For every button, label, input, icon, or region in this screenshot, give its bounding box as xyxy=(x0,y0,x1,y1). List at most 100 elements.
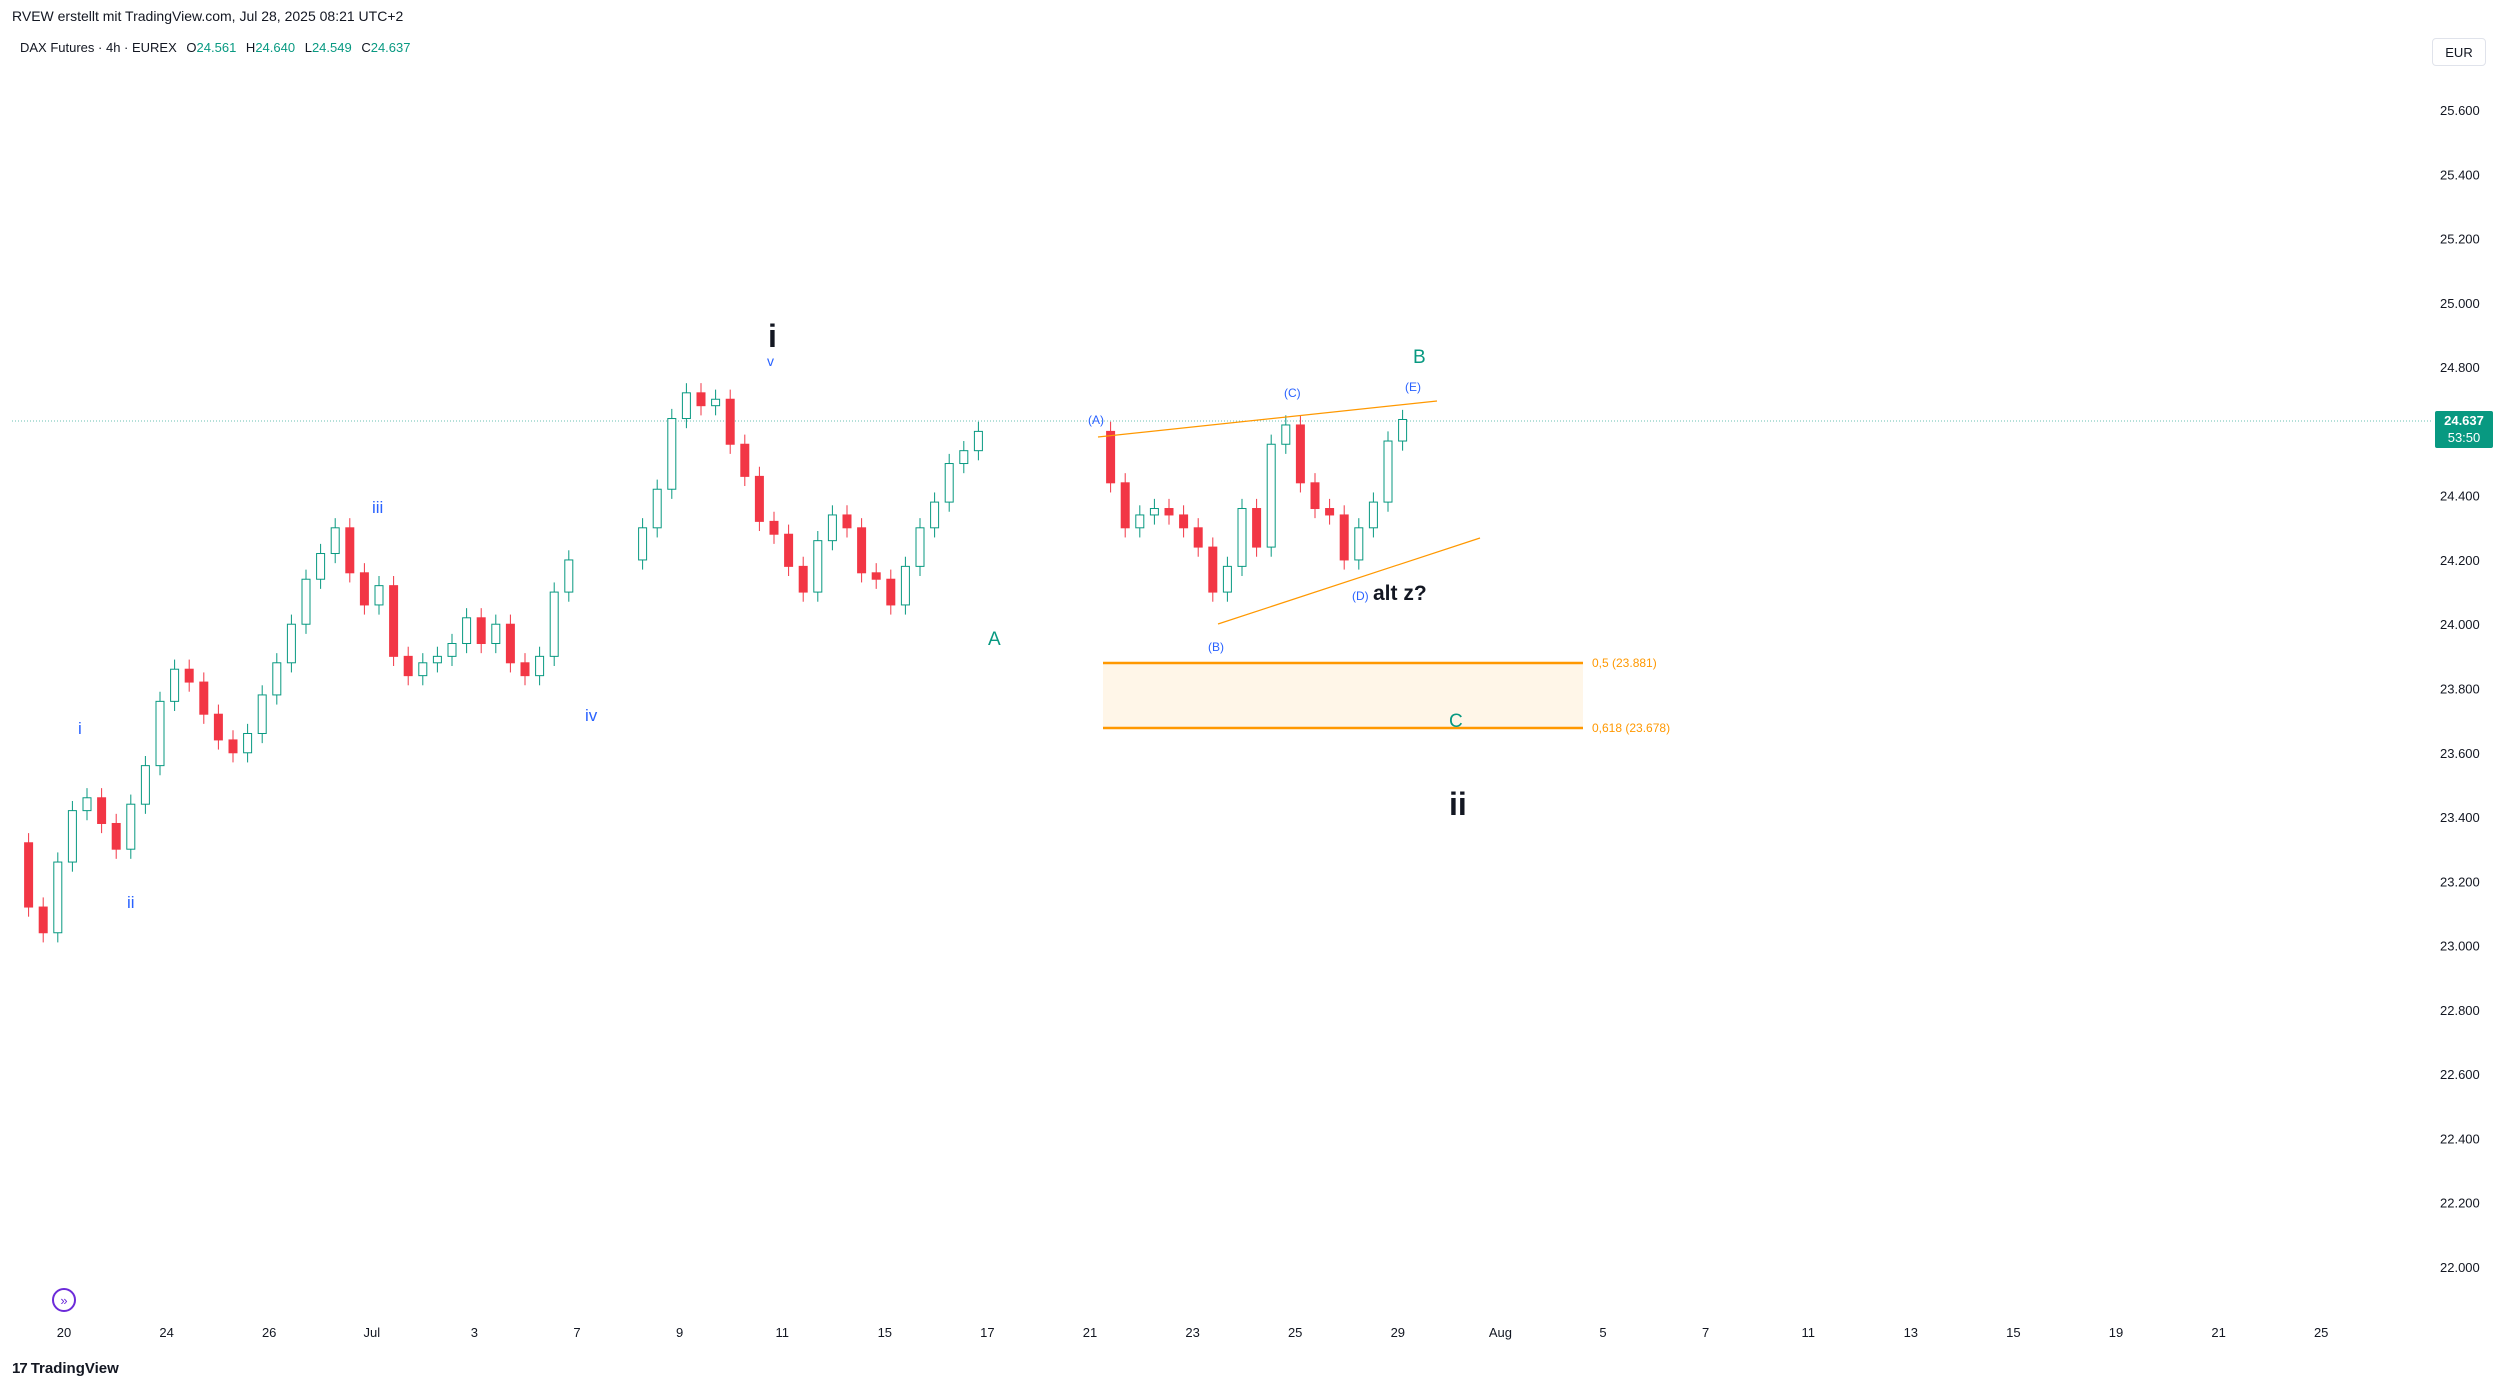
wave-label-wd: (D) xyxy=(1352,589,1369,603)
candle-down xyxy=(505,623,515,664)
time-tick-label: 21 xyxy=(2211,1325,2225,1340)
candle-up xyxy=(564,559,574,593)
scroll-to-realtime-button[interactable]: » xyxy=(52,1288,76,1312)
tradingview-wordmark: TradingView xyxy=(30,1360,119,1377)
price-tick-label: 24.800 xyxy=(2440,360,2480,375)
time-tick-label: Aug xyxy=(1489,1325,1512,1340)
time-axis[interactable]: 20 24 26 Jul 3 7 9 11 15 17 21 23 25 29 Aug 5 7 11 13 15 19 2… xyxy=(57,1325,2329,1340)
candle-down xyxy=(1164,508,1174,516)
candle-up xyxy=(447,643,457,657)
candle-up xyxy=(711,398,721,407)
currency-button[interactable]: EUR xyxy=(2432,38,2486,66)
wave-label-wb: (B) xyxy=(1208,640,1224,654)
candle-up xyxy=(930,501,940,529)
open-value: 24.561 xyxy=(196,40,237,55)
candle-down xyxy=(1179,514,1189,529)
time-tick-label: 11 xyxy=(1801,1325,1815,1340)
candle-up xyxy=(126,803,136,850)
candle-up xyxy=(53,861,63,934)
candle-up xyxy=(1398,418,1408,442)
candle-down xyxy=(228,739,238,754)
price-axis[interactable]: 25.60025.40025.20025.00024.80024.60024.4… xyxy=(2440,103,2480,1275)
candle-down xyxy=(798,565,808,593)
candle-up xyxy=(140,765,150,805)
candle-up xyxy=(973,430,983,452)
time-tick-label: 21 xyxy=(1083,1325,1097,1340)
candle-up xyxy=(1266,443,1276,548)
wave-label-v: v xyxy=(767,353,774,369)
time-tick-label: 15 xyxy=(878,1325,892,1340)
candle-up xyxy=(257,694,267,734)
candle-down xyxy=(389,585,399,657)
candle-up xyxy=(462,617,472,645)
high-value: 24.640 xyxy=(255,40,296,55)
wave-label-i-small: i xyxy=(78,719,82,738)
candle-down xyxy=(111,822,121,850)
candle-down xyxy=(1325,508,1335,516)
candle-up xyxy=(1135,514,1145,529)
time-tick-label: 3 xyxy=(471,1325,478,1340)
candle-up xyxy=(272,662,282,696)
tradingview-logo[interactable]: 17 TradingView xyxy=(12,1360,119,1377)
wave-label-iii: iii xyxy=(372,498,383,517)
candle-down xyxy=(740,443,750,477)
candle-up xyxy=(491,623,501,645)
candle-up xyxy=(82,797,92,812)
bar-countdown: 53:50 xyxy=(2447,430,2481,445)
candle-down xyxy=(184,668,194,683)
wave-label-iv: iv xyxy=(585,706,598,725)
candle-down xyxy=(97,797,107,824)
time-tick-label: 26 xyxy=(262,1325,276,1340)
candle-down xyxy=(1295,424,1305,484)
candle-up xyxy=(959,450,969,465)
candle-up xyxy=(944,463,954,503)
candle-up xyxy=(535,655,545,677)
last-price-value: 24.637 xyxy=(2444,413,2484,428)
time-tick-label: 17 xyxy=(980,1325,994,1340)
lower-trendline xyxy=(1217,537,1481,625)
time-tick-label: 24 xyxy=(159,1325,173,1340)
fib-label-0618: 0,618 (23.678) xyxy=(1592,721,1670,735)
price-tick-label: 22.200 xyxy=(2440,1196,2480,1211)
wave-label-B: B xyxy=(1413,347,1426,368)
time-tick-label: 11 xyxy=(775,1325,789,1340)
candle-down xyxy=(359,572,369,606)
price-tick-label: 23.000 xyxy=(2440,939,2480,954)
wave-label-ii-big: ii xyxy=(1449,786,1467,822)
price-tick-label: 22.400 xyxy=(2440,1131,2480,1146)
symbol-name: DAX Futures · 4h · EUREX xyxy=(20,40,177,55)
candle-up xyxy=(330,527,340,555)
candle-down xyxy=(1106,430,1116,484)
candle-down xyxy=(696,392,706,407)
price-tick-label: 23.400 xyxy=(2440,810,2480,825)
high-label: H xyxy=(245,40,256,55)
candle-up xyxy=(813,540,823,593)
candle-down xyxy=(886,578,896,606)
time-tick-label: 19 xyxy=(2109,1325,2123,1340)
candle-up xyxy=(243,732,253,754)
candle-down xyxy=(1208,546,1218,593)
candle-down xyxy=(754,475,764,522)
candle-up xyxy=(900,565,910,606)
candle-down xyxy=(403,655,413,677)
time-tick-label: 13 xyxy=(1904,1325,1918,1340)
candle-up xyxy=(1237,508,1247,567)
candle-down xyxy=(213,713,223,741)
price-tick-label: 25.000 xyxy=(2440,296,2480,311)
candle-down xyxy=(476,617,486,645)
candle-up xyxy=(681,392,691,420)
close-value: 24.637 xyxy=(370,40,411,55)
candle-up xyxy=(549,591,559,657)
triangle-trendlines xyxy=(1097,400,1481,625)
time-tick-label: 7 xyxy=(573,1325,580,1340)
candle-up xyxy=(1354,527,1364,561)
wave-label-C: C xyxy=(1449,711,1463,732)
time-tick-label: 29 xyxy=(1391,1325,1405,1340)
candle-up xyxy=(652,488,662,529)
candle-down xyxy=(857,527,867,574)
candles-layer xyxy=(24,383,1408,943)
time-tick-label: 5 xyxy=(1599,1325,1606,1340)
price-tick-label: 23.800 xyxy=(2440,682,2480,697)
time-tick-label: 7 xyxy=(1702,1325,1709,1340)
